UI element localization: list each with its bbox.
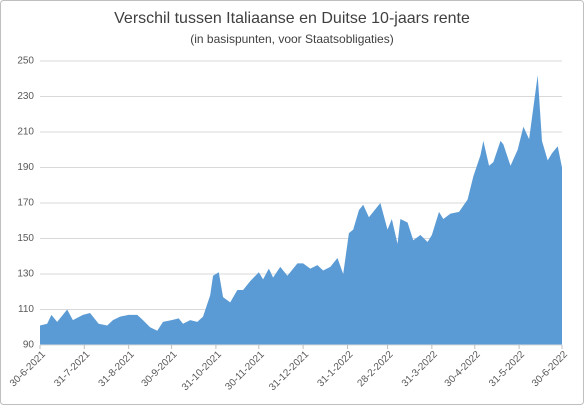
chart-subtitle: (in basispunten, voor Staatsobligaties) [190, 32, 393, 46]
y-tick-label: 150 [17, 233, 34, 244]
y-tick-label: 250 [17, 56, 34, 67]
y-tick-label: 130 [17, 269, 34, 280]
y-tick-label: 230 [17, 91, 34, 102]
chart-title: Verschil tussen Italiaanse en Duitse 10-… [114, 10, 470, 27]
y-tick-label: 90 [23, 340, 35, 351]
y-tick-label: 190 [17, 162, 34, 173]
area [40, 75, 562, 345]
y-tick-label: 210 [17, 127, 34, 138]
y-tick-label: 110 [18, 304, 34, 315]
y-tick-label: 170 [17, 198, 34, 209]
